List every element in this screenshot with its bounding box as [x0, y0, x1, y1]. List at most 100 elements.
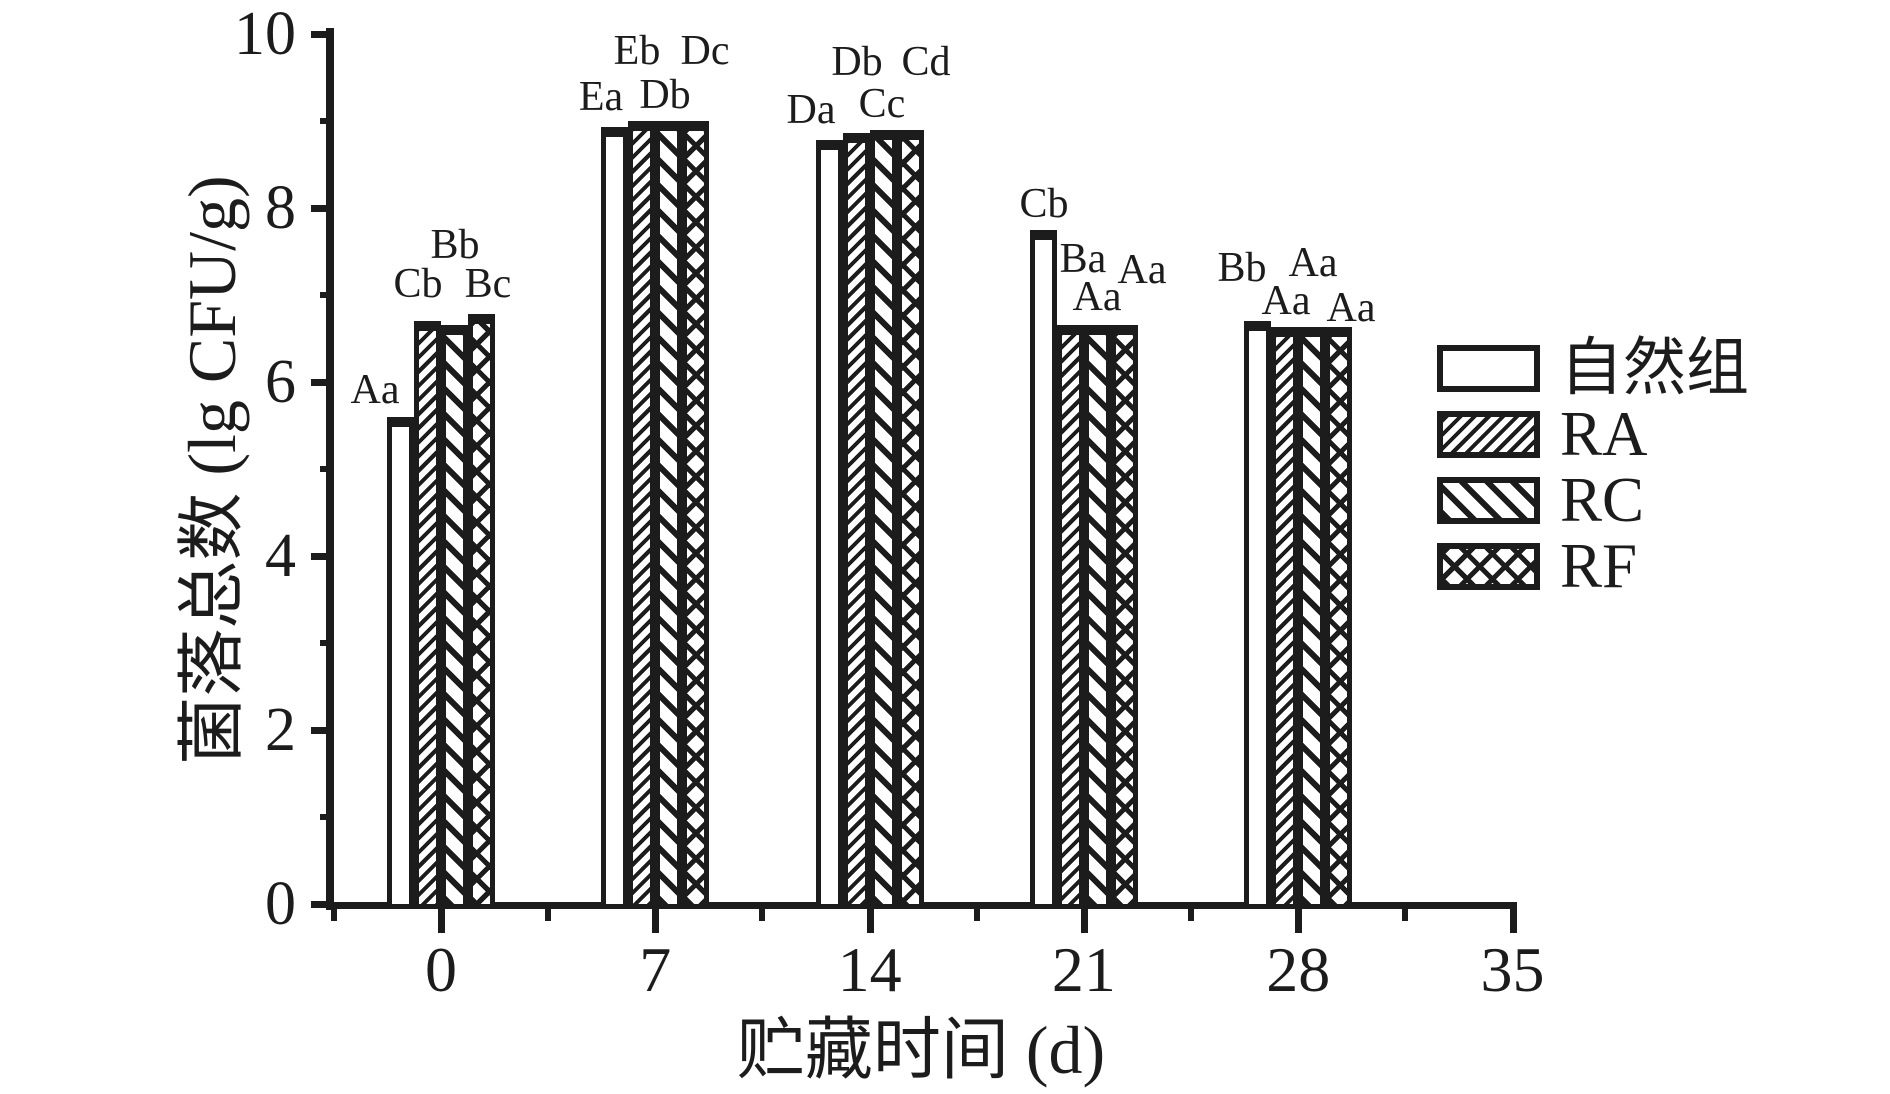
error-cap — [683, 124, 708, 131]
y-tick-label: 0 — [265, 870, 296, 938]
bar-RA-28d — [1271, 327, 1298, 909]
error-cap — [388, 420, 413, 427]
significance-label: Eb — [613, 28, 661, 74]
y-tick-label: 4 — [265, 522, 296, 590]
error-cap — [1031, 233, 1056, 240]
x-tick — [1509, 904, 1517, 933]
significance-label: Bb — [430, 222, 480, 268]
y-tick — [311, 31, 333, 38]
significance-label: Cb — [393, 261, 443, 307]
bar-自然组-0d — [387, 417, 414, 909]
x-tick-label: 35 — [1480, 934, 1545, 1005]
x-tick-label: 14 — [837, 934, 902, 1005]
bar-RC-0d — [441, 325, 468, 909]
y-tick-minor — [320, 466, 333, 472]
bar-RF-0d — [468, 314, 495, 909]
x-tick-minor — [759, 904, 766, 921]
bar-自然组-14d — [816, 140, 843, 909]
legend-item-ra: RA — [1437, 399, 1648, 469]
significance-label: Db — [639, 72, 691, 118]
x-tick-label: 7 — [639, 934, 672, 1005]
error-cap — [656, 124, 681, 131]
legend-item-natural: 自然组 — [1437, 333, 1749, 403]
bar-RF-21d — [1111, 325, 1138, 909]
error-cap — [442, 328, 467, 335]
y-tick — [311, 205, 333, 212]
y-tick — [311, 727, 333, 734]
error-cap — [1245, 324, 1270, 331]
x-tick — [438, 904, 445, 933]
significance-label: Db — [831, 39, 883, 85]
significance-label: Aa — [1288, 240, 1338, 286]
y-tick — [311, 901, 333, 908]
y-axis-title: 菌落总数 (lg CFU/g) — [174, 175, 250, 765]
x-tick-label: 28 — [1266, 934, 1331, 1005]
bar-RC-14d — [870, 130, 897, 909]
legend-label: RF — [1560, 531, 1638, 601]
x-tick-minor — [545, 904, 552, 921]
error-cap — [415, 324, 440, 331]
x-tick-minor — [1402, 904, 1409, 921]
error-cap — [602, 130, 627, 137]
error-cap — [1272, 330, 1297, 337]
x-tick-minor — [330, 904, 337, 921]
error-cap — [1299, 330, 1324, 337]
significance-label: Da — [786, 87, 836, 133]
bar-RA-21d — [1057, 325, 1084, 909]
bar-RF-7d — [682, 121, 709, 909]
y-tick — [311, 379, 333, 386]
significance-label: Bb — [1217, 245, 1267, 291]
bar-RC-7d — [655, 121, 682, 909]
y-tick-label: 2 — [265, 696, 296, 764]
y-tick — [311, 553, 333, 560]
x-tick — [1295, 904, 1303, 933]
x-tick — [1080, 904, 1088, 933]
legend-label: RC — [1560, 465, 1645, 535]
bar-RA-7d — [628, 121, 655, 909]
legend-swatch-hatch-fwd-icon — [1437, 410, 1540, 458]
legend-label: RA — [1560, 399, 1648, 469]
error-cap — [871, 133, 896, 140]
bar-RC-28d — [1298, 327, 1325, 909]
legend-label: 自然组 — [1560, 333, 1749, 403]
bar-RA-14d — [843, 133, 870, 909]
x-tick-label: 0 — [425, 934, 457, 1005]
y-tick-minor — [320, 814, 333, 820]
bar-自然组-7d — [601, 127, 628, 909]
y-tick-label: 6 — [265, 348, 296, 416]
x-tick-label: 21 — [1051, 934, 1116, 1005]
error-cap — [1085, 328, 1110, 335]
x-tick — [652, 904, 660, 933]
significance-label: Ba — [1059, 236, 1107, 282]
x-tick-minor — [1188, 904, 1195, 921]
error-cap — [469, 317, 494, 324]
y-tick-minor — [320, 292, 333, 298]
legend-item-rc: RC — [1437, 465, 1645, 535]
significance-label: Cb — [1019, 181, 1069, 227]
x-axis-title: 贮藏时间 (d) — [736, 1012, 1106, 1088]
error-cap — [629, 124, 654, 131]
significance-label: Dc — [680, 28, 730, 74]
x-tick — [866, 904, 874, 933]
significance-label: Ea — [578, 74, 624, 120]
significance-label: Bc — [464, 261, 512, 307]
error-cap — [898, 133, 923, 140]
error-cap — [1058, 328, 1083, 335]
legend-item-rf: RF — [1437, 531, 1638, 601]
x-tick-minor — [973, 904, 980, 921]
significance-label: Aa — [1072, 274, 1122, 320]
error-cap — [1112, 328, 1137, 335]
y-tick-minor — [320, 640, 333, 646]
legend-swatch-hatch-back-icon — [1437, 476, 1540, 524]
significance-label: Cd — [901, 39, 951, 85]
significance-label: Aa — [1261, 278, 1311, 324]
error-cap — [844, 136, 869, 143]
y-tick-minor — [320, 118, 333, 124]
significance-label: Aa — [1326, 285, 1376, 331]
significance-label: Aa — [350, 367, 400, 413]
error-cap — [817, 143, 842, 150]
bar-RC-21d — [1084, 325, 1111, 909]
bar-RF-28d — [1325, 327, 1352, 909]
bar-RA-0d — [414, 321, 441, 909]
